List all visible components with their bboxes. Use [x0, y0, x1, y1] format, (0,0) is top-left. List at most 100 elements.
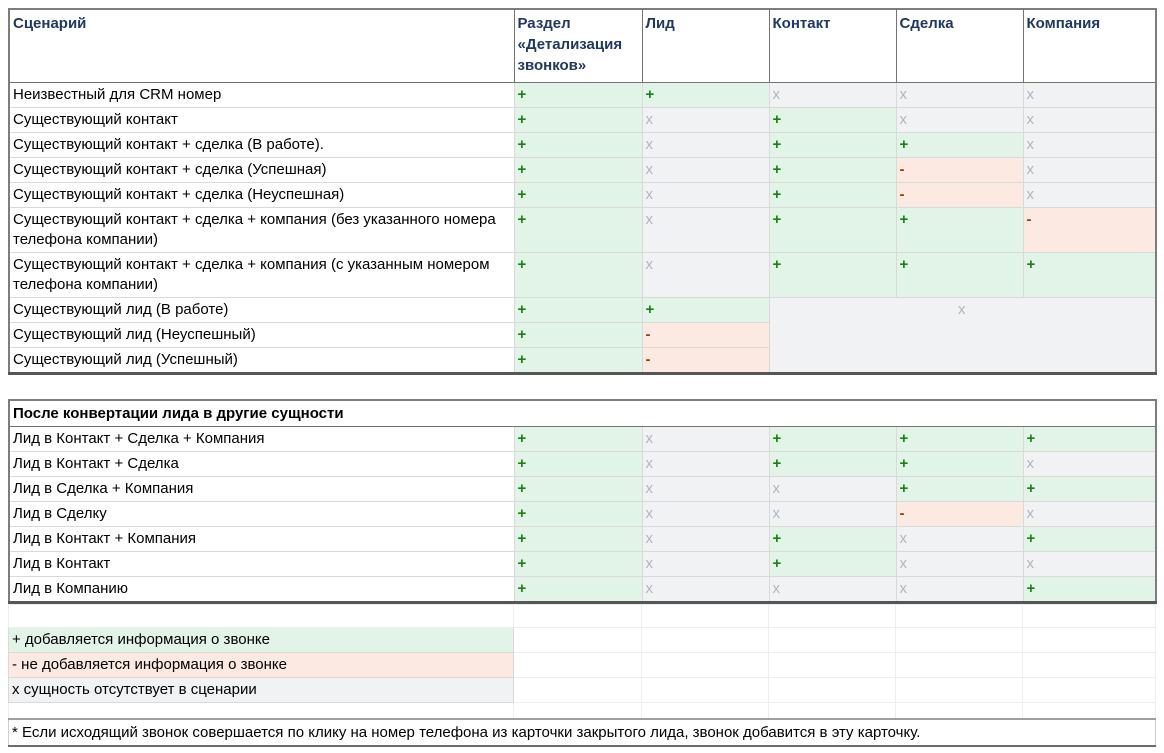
status-cell-absent[interactable]: х	[1022, 451, 1157, 477]
status-cell-not-added[interactable]: -	[641, 347, 770, 374]
empty-cell[interactable]	[1022, 652, 1156, 678]
status-cell-added[interactable]: +	[1022, 252, 1157, 298]
scenario-cell[interactable]: Существующий контакт + сделка (Успешная)	[8, 157, 515, 183]
scenario-cell[interactable]: Лид в Сделка + Компания	[8, 476, 515, 502]
empty-cell[interactable]	[641, 652, 769, 678]
status-cell-added[interactable]: +	[513, 526, 643, 552]
status-cell-added[interactable]: +	[513, 551, 643, 577]
scenario-cell[interactable]: Существующий контакт + сделка (Неуспешна…	[8, 182, 515, 208]
empty-cell[interactable]	[895, 677, 1023, 703]
empty-cell[interactable]	[768, 677, 896, 703]
status-cell-added[interactable]: +	[513, 576, 643, 603]
column-header-contact[interactable]: Контакт	[768, 8, 897, 83]
scenario-cell[interactable]: Существующий контакт	[8, 107, 515, 133]
status-cell-absent[interactable]: х	[641, 207, 770, 253]
status-cell-added[interactable]: +	[895, 132, 1024, 158]
status-cell-added[interactable]: +	[513, 207, 643, 253]
status-cell-absent[interactable]: х	[641, 451, 770, 477]
scenario-cell[interactable]: Лид в Контакт + Компания	[8, 526, 515, 552]
status-cell-added[interactable]: +	[513, 347, 643, 374]
scenario-cell[interactable]: Лид в Сделку	[8, 501, 515, 527]
status-cell-absent[interactable]: х	[895, 551, 1024, 577]
empty-cell[interactable]	[8, 702, 514, 719]
status-cell-absent[interactable]: х	[895, 576, 1024, 603]
status-cell-added[interactable]: +	[513, 107, 643, 133]
scenario-cell[interactable]: Неизвестный для CRM номер	[8, 82, 515, 108]
column-header-call-details[interactable]: Раздел «Детализация звонков»	[513, 8, 643, 83]
status-cell-absent[interactable]: х	[641, 576, 770, 603]
status-cell-added[interactable]: +	[1022, 576, 1157, 603]
status-cell-not-added[interactable]: -	[895, 157, 1024, 183]
status-cell-added[interactable]: +	[895, 252, 1024, 298]
status-cell-absent[interactable]: х	[895, 82, 1024, 108]
status-cell-added[interactable]: +	[1022, 426, 1157, 452]
scenario-cell[interactable]: Лид в Контакт + Сделка	[8, 451, 515, 477]
status-cell-added[interactable]: +	[641, 297, 770, 323]
status-cell-absent[interactable]: х	[895, 107, 1024, 133]
status-cell-added[interactable]: +	[513, 252, 643, 298]
status-cell-added[interactable]: +	[768, 207, 897, 253]
status-cell-absent[interactable]: х	[641, 426, 770, 452]
status-cell-absent[interactable]: х	[641, 551, 770, 577]
empty-cell[interactable]	[641, 627, 769, 653]
empty-cell[interactable]	[513, 677, 642, 703]
status-cell-added[interactable]: +	[513, 451, 643, 477]
status-cell-added[interactable]: +	[513, 82, 643, 108]
empty-cell[interactable]	[895, 702, 1023, 719]
empty-cell[interactable]	[513, 652, 642, 678]
status-cell-absent[interactable]: х	[768, 82, 897, 108]
legend-item-pink[interactable]: - не добавляется информация о звонке	[8, 652, 514, 678]
status-cell-absent[interactable]: х	[1022, 182, 1157, 208]
empty-cell[interactable]	[1022, 677, 1156, 703]
status-cell-added[interactable]: +	[768, 252, 897, 298]
status-cell-absent[interactable]: х	[641, 252, 770, 298]
status-cell-absent[interactable]: х	[768, 576, 897, 603]
scenario-cell[interactable]: Лид в Контакт	[8, 551, 515, 577]
status-cell-absent[interactable]: х	[641, 107, 770, 133]
status-cell-added[interactable]: +	[768, 182, 897, 208]
status-cell-absent[interactable]: х	[768, 476, 897, 502]
status-cell-not-added[interactable]: -	[895, 501, 1024, 527]
empty-cell[interactable]	[641, 677, 769, 703]
status-cell-absent[interactable]: х	[641, 157, 770, 183]
status-cell-added[interactable]: +	[513, 426, 643, 452]
empty-cell[interactable]	[895, 652, 1023, 678]
status-cell-absent[interactable]: х	[895, 526, 1024, 552]
empty-cell[interactable]	[8, 604, 514, 628]
status-cell-added[interactable]: +	[513, 476, 643, 502]
status-cell-absent[interactable]: х	[1022, 82, 1157, 108]
status-cell-not-added[interactable]: -	[895, 182, 1024, 208]
empty-cell[interactable]	[1022, 627, 1156, 653]
empty-cell[interactable]	[768, 652, 896, 678]
column-header-lead[interactable]: Лид	[641, 8, 770, 83]
scenario-cell[interactable]: Существующий лид (В работе)	[8, 297, 515, 323]
status-cell-added[interactable]: +	[513, 322, 643, 348]
scenario-cell[interactable]: Существующий контакт + сделка (В работе)…	[8, 132, 515, 158]
legend-item-green[interactable]: + добавляется информация о звонке	[8, 627, 514, 653]
status-cell-absent[interactable]: х	[1022, 157, 1157, 183]
status-cell-not-added[interactable]: -	[641, 322, 770, 348]
empty-cell[interactable]	[768, 604, 896, 628]
status-cell-absent[interactable]: х	[1022, 551, 1157, 577]
status-cell-added[interactable]: +	[768, 551, 897, 577]
status-cell-absent[interactable]: х	[641, 501, 770, 527]
column-header-deal[interactable]: Сделка	[895, 8, 1024, 83]
status-cell-not-added[interactable]: -	[1022, 207, 1157, 253]
section-title[interactable]: После конвертации лида в другие сущности	[8, 399, 1157, 427]
status-cell-absent[interactable]: х	[641, 182, 770, 208]
footnote[interactable]: * Если исходящий звонок совершается по к…	[8, 717, 1156, 747]
legend-item-gray[interactable]: х сущность отсутствует в сценарии	[8, 677, 514, 703]
status-cell-added[interactable]: +	[513, 132, 643, 158]
empty-cell[interactable]	[895, 627, 1023, 653]
empty-cell[interactable]	[513, 604, 642, 628]
empty-cell[interactable]	[895, 604, 1023, 628]
empty-cell[interactable]	[768, 627, 896, 653]
empty-cell[interactable]	[1022, 604, 1156, 628]
status-cell-added[interactable]: +	[768, 107, 897, 133]
empty-cell[interactable]	[513, 702, 642, 719]
status-cell-absent[interactable]: х	[768, 501, 897, 527]
scenario-cell[interactable]: Лид в Компанию	[8, 576, 515, 603]
status-cell-added[interactable]: +	[768, 132, 897, 158]
empty-cell[interactable]	[513, 627, 642, 653]
status-cell-added[interactable]: +	[1022, 476, 1157, 502]
